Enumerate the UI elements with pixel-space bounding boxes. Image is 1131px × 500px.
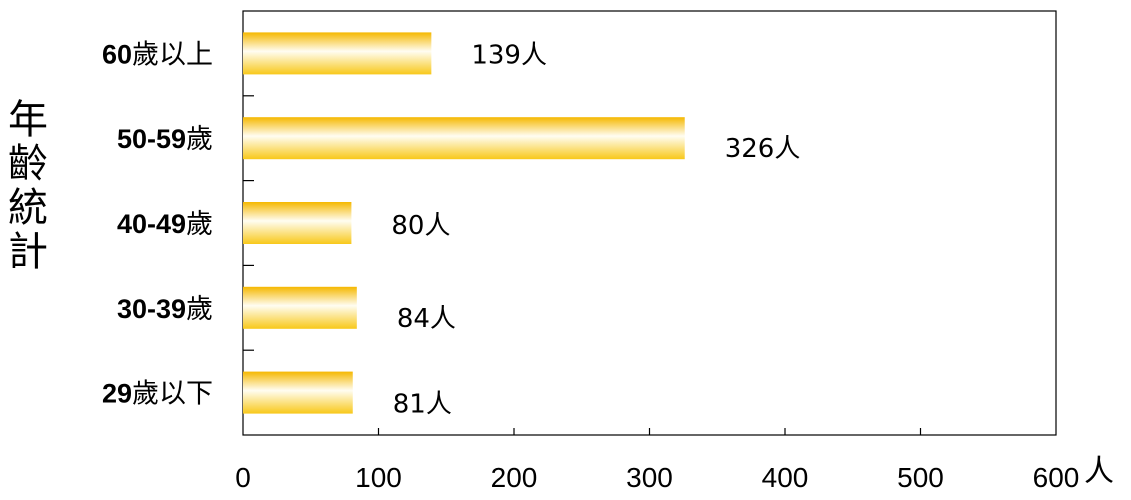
x-tick-label: 200 bbox=[491, 462, 538, 493]
x-tick-label: 600 bbox=[1033, 462, 1080, 493]
y-axis-label-char: 齡 bbox=[8, 141, 48, 187]
bar bbox=[243, 32, 432, 75]
y-axis-label-char: 年 bbox=[8, 97, 48, 143]
x-tick-label: 500 bbox=[897, 462, 944, 493]
bar bbox=[243, 117, 685, 160]
bar bbox=[243, 286, 357, 329]
data-label: 326人 bbox=[725, 134, 801, 164]
data-label: 81人 bbox=[393, 390, 452, 420]
data-label: 139人 bbox=[471, 40, 547, 70]
bar bbox=[243, 371, 353, 414]
category-label: 60歲以上 bbox=[102, 39, 213, 70]
bar bbox=[243, 202, 352, 244]
category-label: 29歲以下 bbox=[102, 379, 213, 410]
plot-area bbox=[242, 10, 1057, 436]
x-tick-label: 400 bbox=[762, 462, 809, 493]
y-axis-label: 年齡統計 bbox=[6, 98, 50, 274]
y-axis-label-char: 計 bbox=[8, 229, 48, 275]
y-axis-label-char: 統 bbox=[8, 185, 48, 231]
data-label: 80人 bbox=[391, 211, 450, 241]
x-tick-label: 300 bbox=[626, 462, 673, 493]
category-label: 40-49歲 bbox=[117, 209, 213, 240]
x-tick-label: 0 bbox=[235, 462, 251, 493]
category-label: 50-59歲 bbox=[117, 124, 213, 155]
category-label: 30-39歲 bbox=[117, 294, 213, 325]
x-tick-label: 100 bbox=[355, 462, 402, 493]
data-label: 84人 bbox=[397, 304, 456, 334]
x-axis-label: 人 bbox=[1084, 454, 1114, 489]
